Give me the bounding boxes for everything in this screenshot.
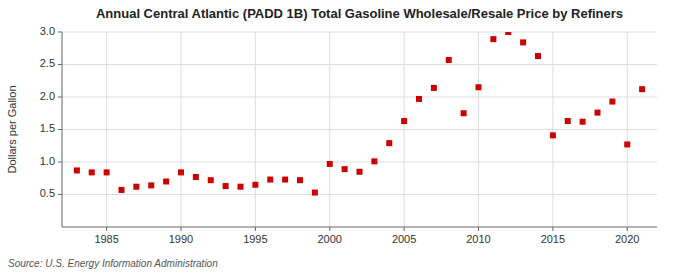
point <box>446 57 452 63</box>
point <box>208 177 214 183</box>
point <box>148 182 154 188</box>
y-grid-line <box>62 162 657 163</box>
point <box>550 132 556 138</box>
point <box>297 177 303 183</box>
y-tick <box>58 129 62 130</box>
point <box>505 32 511 35</box>
point <box>267 177 273 183</box>
point <box>624 141 630 147</box>
x-tick <box>404 227 405 231</box>
x-tick <box>552 227 553 231</box>
y-grid-line <box>62 32 657 33</box>
point <box>119 187 125 193</box>
chart: 0.5 1.0 1.5 2.0 2.5 3.0 1985 1990 1995 2000 2005 20… <box>0 0 675 275</box>
point <box>416 96 422 102</box>
x-tick-label: 2020 <box>615 233 639 245</box>
point <box>133 184 139 190</box>
y-tick-label: 2.5 <box>40 57 55 69</box>
point <box>89 169 95 175</box>
point <box>74 167 80 173</box>
source-note: Source: U.S. Energy Information Administ… <box>8 258 218 269</box>
point <box>609 99 615 105</box>
x-grid-line <box>627 32 628 227</box>
point <box>386 140 392 146</box>
point <box>178 169 184 175</box>
y-tick <box>58 162 62 163</box>
points <box>74 32 645 196</box>
x-tick <box>181 227 182 231</box>
x-tick-label: 1990 <box>169 233 193 245</box>
point <box>520 39 526 45</box>
y-tick <box>58 64 62 65</box>
x-tick-label: 1985 <box>94 233 118 245</box>
point <box>535 53 541 59</box>
point <box>461 110 467 116</box>
y-tick <box>58 97 62 98</box>
y-tick-label: 1.0 <box>40 155 55 167</box>
y-tick-label: 2.0 <box>40 90 55 102</box>
point <box>104 169 110 175</box>
point <box>223 183 229 189</box>
point <box>639 86 645 92</box>
y-grid-line <box>62 97 657 98</box>
y-axis-label: Dollars per Gallon <box>6 85 18 173</box>
point <box>476 84 482 90</box>
point <box>252 182 258 188</box>
point <box>431 85 437 91</box>
x-tick <box>627 227 628 231</box>
x-grid-line <box>552 32 553 227</box>
point <box>193 174 199 180</box>
point <box>312 190 318 196</box>
title: Annual Central Atlantic (PADD 1B) Total … <box>96 6 623 21</box>
point <box>371 158 377 164</box>
point <box>327 161 333 167</box>
x-axis-line <box>62 227 657 228</box>
x-tick <box>255 227 256 231</box>
point <box>282 177 288 183</box>
point <box>401 118 407 124</box>
point <box>342 166 348 172</box>
x-grid-line <box>478 32 479 227</box>
point <box>238 184 244 190</box>
x-tick-label: 2000 <box>318 233 342 245</box>
point <box>357 169 363 175</box>
x-grid-line <box>404 32 405 227</box>
x-grid-line <box>181 32 182 227</box>
y-grid-line <box>62 194 657 195</box>
y-grid-line <box>62 129 657 130</box>
x-tick-label: 2015 <box>541 233 565 245</box>
y-tick <box>58 194 62 195</box>
y-tick-label: 0.5 <box>40 187 55 199</box>
point <box>580 119 586 125</box>
x-grid-line <box>329 32 330 227</box>
x-grid-line <box>255 32 256 227</box>
y-tick-label: 1.5 <box>40 122 55 134</box>
y-grid-line <box>62 64 657 65</box>
x-grid-line <box>106 32 107 227</box>
x-tick-label: 2005 <box>392 233 416 245</box>
y-axis-line <box>62 32 63 227</box>
point <box>163 179 169 185</box>
y-tick <box>58 32 62 33</box>
point <box>565 118 571 124</box>
x-tick-label: 2010 <box>466 233 490 245</box>
point <box>490 36 496 42</box>
x-tick <box>478 227 479 231</box>
x-tick-label: 1995 <box>243 233 267 245</box>
point <box>595 110 601 116</box>
x-tick <box>329 227 330 231</box>
x-tick <box>106 227 107 231</box>
grid <box>62 32 657 227</box>
y-tick-label: 3.0 <box>40 25 55 37</box>
